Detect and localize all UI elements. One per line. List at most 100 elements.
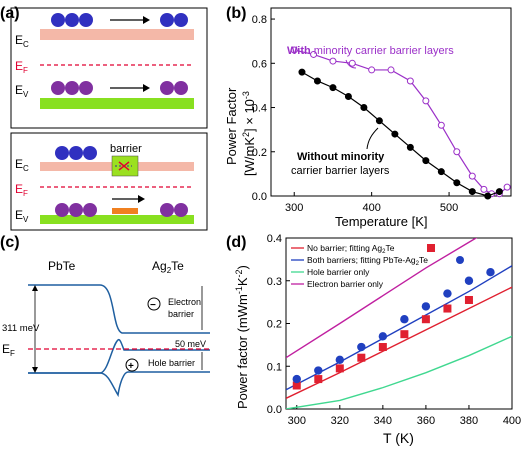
chart-d-xtick-label: 380 — [460, 415, 478, 427]
hole-icon — [160, 81, 174, 95]
ec-label: EC — [15, 157, 29, 173]
chart-b-point — [360, 104, 368, 112]
ef-label: EF — [2, 342, 15, 358]
arrowhead-icon — [143, 84, 150, 92]
electron-icon — [51, 13, 65, 27]
chart-b-point — [368, 66, 376, 74]
chart-b-series — [290, 46, 511, 200]
chart-b-point — [348, 59, 356, 67]
panel-a-bottom-frame — [10, 132, 208, 231]
panel-a-top-frame — [10, 7, 208, 129]
electron-charge-icon — [147, 297, 161, 311]
chart-b-point — [484, 192, 492, 200]
chart-d-square-point — [335, 364, 344, 373]
hole-barrier-label: Hole barrier — [148, 358, 195, 368]
chart-d: Power factor (mWm-1K-2) T (K) 300 320 340 3… — [234, 233, 521, 446]
chart-d-circle-point — [464, 276, 474, 285]
electron-barrier-label-2: barrier — [168, 309, 194, 319]
chart-b-xtick-label: 500 — [440, 202, 458, 214]
chart-b-point — [391, 130, 399, 138]
ef-label: EF — [15, 182, 28, 198]
chart-d-ylabel: Power factor (mWm-1K-2) — [234, 265, 250, 409]
arrowhead-icon — [143, 16, 150, 24]
hole-barrier-strip — [112, 208, 138, 214]
chart-b-point — [313, 77, 321, 85]
plus-sign: + — [128, 361, 134, 372]
valence-band — [40, 98, 194, 109]
electron-icon — [69, 146, 83, 160]
chart-d-series — [286, 238, 512, 409]
chart-b-point — [480, 185, 488, 193]
chart-b-ytick-label: 0.6 — [252, 58, 267, 70]
chart-d-legend-circle-icon — [456, 256, 464, 264]
chart-b-point — [468, 188, 476, 196]
chart-b-point — [298, 68, 306, 76]
hole-group-left — [55, 203, 97, 217]
hole-charge-icon — [125, 358, 139, 372]
chart-d-xtick-label: 300 — [288, 415, 306, 427]
panel-a-top: EC EF EV — [10, 7, 208, 129]
electron-icon — [65, 13, 79, 27]
chart-b-point — [453, 179, 461, 187]
pbte-label: PbTe — [48, 259, 76, 273]
chart-d-fit-line-0 — [286, 286, 512, 399]
chart-d-square-point — [464, 295, 473, 304]
chart-d-fit-line-3 — [286, 238, 478, 359]
chart-b-point — [437, 168, 445, 176]
barrier-label: barrier — [110, 143, 142, 155]
chart-d-ytick-label: 0.3 — [267, 276, 282, 288]
conduction-band — [40, 29, 194, 40]
valence-band-edge-top — [28, 338, 210, 374]
chart-b-point — [406, 77, 414, 85]
panel-b-label: (b) — [226, 5, 246, 22]
without-barrier-annotation-2: carrier barrier layers — [291, 165, 390, 177]
chart-d-circle-point — [443, 289, 452, 298]
chart-d-xtick-label: 400 — [503, 415, 521, 427]
chart-b-ytick-label: 0.4 — [252, 103, 267, 115]
hole-icon — [174, 81, 188, 95]
chart-d-ytick-label: 0.0 — [267, 404, 282, 416]
blocked-cross-icon — [118, 161, 130, 171]
hole-icon — [83, 203, 97, 217]
chart-d-legend-square-icon — [427, 244, 435, 252]
electron-icon — [160, 13, 174, 27]
energy-50-label: 50 meV — [175, 339, 206, 349]
chart-d-square-point — [400, 330, 409, 339]
hole-icon — [160, 203, 174, 217]
panel-c-label: (c) — [0, 234, 20, 251]
chart-d-square-point — [292, 381, 301, 390]
hole-icon — [69, 203, 83, 217]
panel-a-label: (a) — [0, 5, 20, 22]
chart-d-circle-point — [486, 268, 495, 277]
electron-icon — [79, 13, 93, 27]
chart-d-fit-line-2 — [286, 335, 512, 409]
chart-b-ticks: 300 400 500 0.0 0.2 0.4 0.6 0.8 — [252, 14, 459, 214]
chart-d-circle-point — [421, 302, 431, 311]
valence-band-edge-bottom — [28, 371, 210, 398]
with-annotation-arrow — [345, 59, 357, 69]
chart-b-point — [375, 117, 383, 125]
arrowhead-icon — [32, 285, 38, 291]
minus-sign: − — [150, 300, 156, 311]
electron-barrier-label-1: Electron — [168, 297, 201, 307]
chart-b-ytick-label: 0.8 — [252, 14, 267, 26]
electron-group-blocked — [55, 146, 97, 160]
valence-band — [40, 215, 194, 224]
chart-b-ytick-label: 0.0 — [252, 191, 267, 203]
chart-d-square-point — [443, 304, 452, 313]
panel-c-diagram: PbTe Ag2Te 311 meV Electron barrier − 50… — [2, 259, 210, 398]
panel-d-label: (d) — [226, 234, 246, 251]
ev-label: EV — [15, 83, 29, 99]
chart-d-legend-label: Electron barrier only — [307, 279, 384, 289]
chart-b-point — [422, 97, 430, 105]
ag2te-label: Ag2Te — [152, 259, 184, 275]
electron-icon — [174, 13, 188, 27]
chart-b-point — [329, 57, 337, 65]
chart-b-xtick-label: 400 — [362, 202, 380, 214]
chart-d-xtick-label: 360 — [417, 415, 435, 427]
chart-d-square-point — [421, 315, 430, 324]
chart-b: Power Factor [W/mK2] × 10-3 Temperature … — [224, 7, 512, 229]
hole-icon — [79, 81, 93, 95]
